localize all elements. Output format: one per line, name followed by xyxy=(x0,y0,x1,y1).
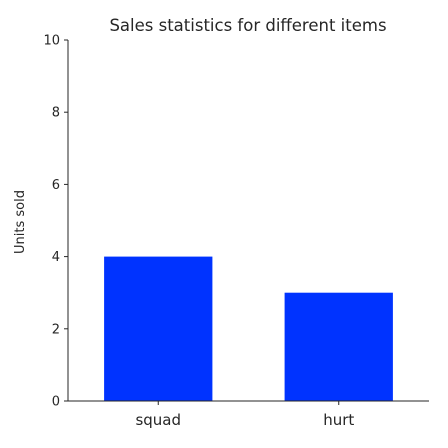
plot-area: squad hurt 0 2 4 6 8 10 xyxy=(43,34,429,429)
bar-hurt xyxy=(284,292,393,401)
chart-title: Sales statistics for different items xyxy=(109,16,386,35)
y-tick-label-10: 10 xyxy=(43,34,60,49)
bar-squad xyxy=(104,256,213,401)
y-tick-label-8: 8 xyxy=(52,106,60,121)
x-tick-label-hurt: hurt xyxy=(323,411,354,429)
x-tick-label-squad: squad xyxy=(135,411,181,429)
y-tick-label-0: 0 xyxy=(52,395,60,410)
y-tick-label-6: 6 xyxy=(52,178,60,193)
y-tick-label-4: 4 xyxy=(52,250,60,265)
y-axis-label: Units sold xyxy=(13,190,28,254)
y-tick-label-2: 2 xyxy=(52,322,60,337)
